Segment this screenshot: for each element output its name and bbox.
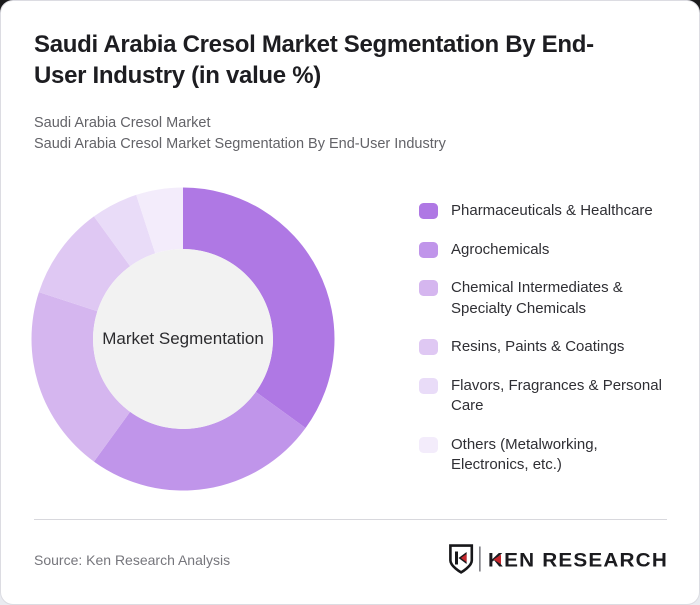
legend-label: Others (Metalworking, Electronics, etc.) [451,435,598,474]
legend-label: Chemical Intermediates & Specialty Chemi… [451,279,623,317]
chart-subtitle: Saudi Arabia Cresol Market Saudi Arabia … [34,113,446,155]
legend-item: Flavors, Fragrances & Personal Care [419,376,679,417]
logo-wordmark: KEN RESEARCH [488,550,668,572]
legend-swatch [419,339,438,355]
donut-segment-4 [93,194,156,267]
donut-center-label: Market Segmentation [102,329,264,348]
footer-divider [34,519,667,520]
legend-swatch [419,280,438,296]
legend-item: Resins, Paints & Coatings [419,337,679,358]
legend-swatch [419,377,438,394]
subtitle-line-1: Saudi Arabia Cresol Market [34,115,211,131]
legend-swatch [419,241,438,258]
source-text: Source: Ken Research Analysis [34,552,231,568]
donut-segment-0 [183,187,335,429]
page-title: Saudi Arabia Cresol Market Segmentation … [34,31,594,89]
legend-item: Agrochemicals [419,240,679,261]
legend-item: Chemical Intermediates & Specialty Chemi… [419,278,679,319]
legend-item: Pharmaceuticals & Healthcare [419,201,679,222]
legend-item: Others (Metalworking, Electronics, etc.) [419,435,679,476]
legend-label: Flavors, Fragrances & Personal Care [451,376,662,415]
subtitle-line-2: Saudi Arabia Cresol Market Segmentation … [34,136,446,152]
donut-svg [31,187,335,491]
donut-chart: Market Segmentation [23,179,343,499]
logo-divider [479,546,481,572]
chart-legend: Pharmaceuticals & Healthcare Agrochemical… [419,201,679,494]
legend-swatch [419,436,438,453]
donut-segment-5 [136,187,183,254]
shield-k-accent [460,553,467,563]
ken-research-logo: KEN RESEARCH [449,544,668,574]
donut-center-circle [93,249,273,429]
ken-research-shield-icon [449,544,474,574]
donut-segment-3 [38,216,131,312]
donut-segment-1 [93,391,306,491]
legend-swatch [419,203,438,219]
legend-label: Agrochemicals [451,240,550,258]
legend-label: Resins, Paints & Coatings [451,338,625,355]
legend-label: Pharmaceuticals & Healthcare [451,202,653,219]
logo-k-accent [493,554,501,565]
donut-segment-2 [31,292,131,462]
